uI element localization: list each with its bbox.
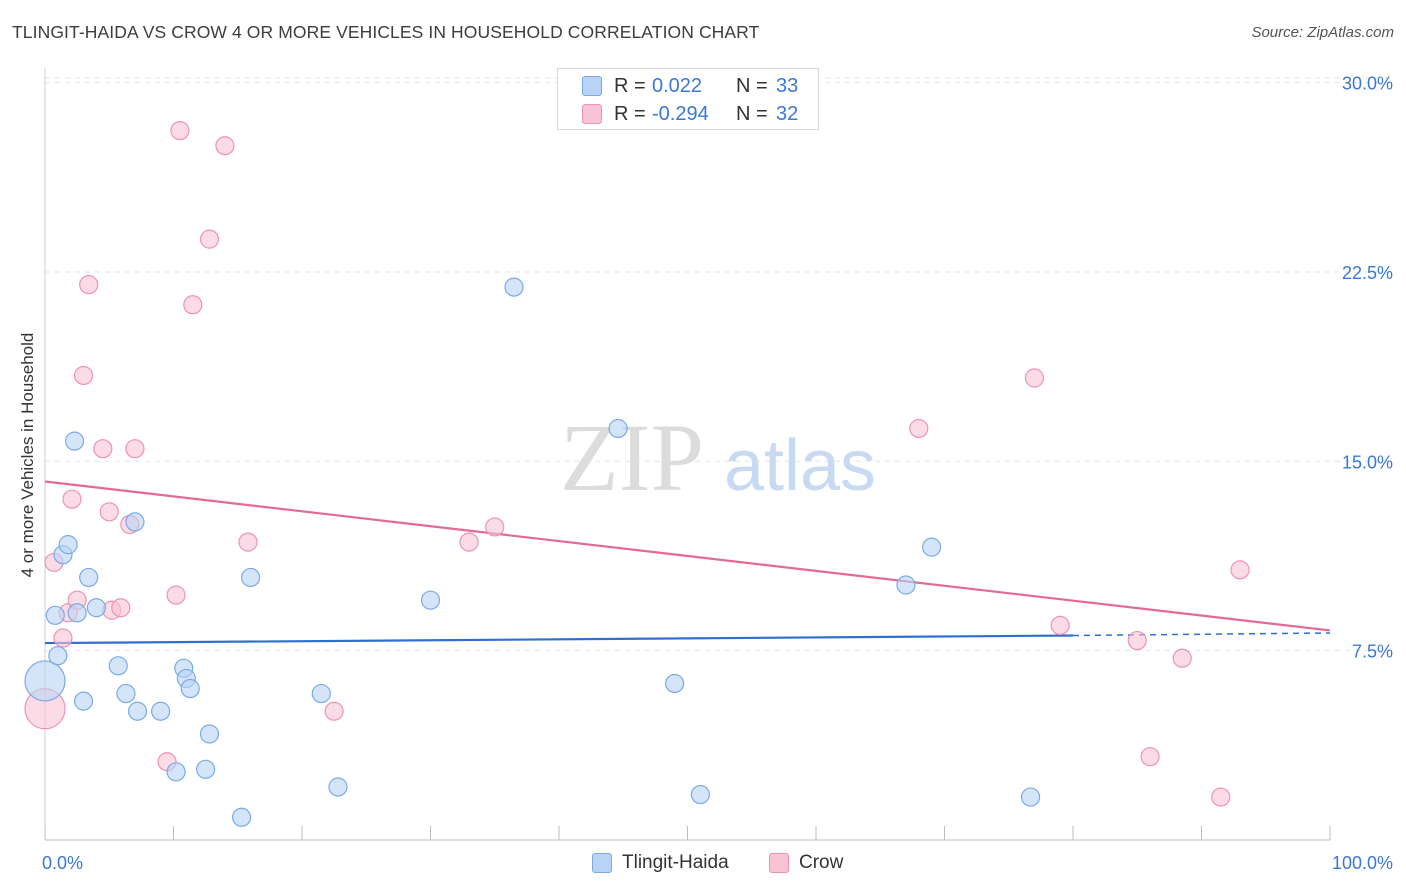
crow-point: [62, 489, 82, 509]
crow-point: [99, 502, 119, 522]
crow-point: [125, 439, 145, 459]
chart-title: TLINGIT-HAIDA VS CROW 4 OR MORE VEHICLES…: [12, 22, 760, 42]
crow-point: [166, 585, 186, 605]
tlingit-point: [241, 567, 261, 588]
watermark-atlas: atlas: [724, 426, 876, 506]
crow-point: [93, 439, 113, 459]
crow-point: [1211, 787, 1231, 807]
legend-row-crow: R = -0.294 N = 32: [582, 102, 798, 126]
tlingit-trend-extension: [1072, 632, 1331, 637]
tlingit-point: [151, 701, 171, 721]
tlingit-point: [328, 777, 348, 797]
legend-label-tlingit: Tlingit-Haida: [622, 852, 729, 873]
tlingit-point: [45, 605, 65, 625]
tlingit-point: [48, 646, 68, 666]
y-tick-label: 22.5%: [1342, 263, 1393, 283]
y-tick-label: 30.0%: [1342, 74, 1393, 94]
tlingit-point: [67, 603, 87, 623]
tlingit-point: [504, 277, 524, 297]
tlingit-point: [690, 784, 710, 805]
tlingit-point: [79, 567, 99, 588]
x-tick-label-min: 0.0%: [42, 853, 83, 873]
tlingit-point: [108, 656, 128, 676]
watermark-zip: ZIP: [560, 404, 704, 511]
crow-point: [170, 120, 190, 141]
tlingit-legend-swatch: [592, 853, 612, 873]
crow-point: [324, 701, 344, 721]
crow-point: [73, 365, 94, 386]
tlingit-point: [608, 418, 628, 439]
crow-point: [485, 517, 505, 537]
legend-n-value: 32: [776, 102, 799, 125]
crow-point: [238, 532, 258, 552]
grid-layer: [45, 77, 1395, 652]
tlingit-point: [58, 535, 78, 555]
tlingit-point: [127, 701, 148, 721]
crow-point: [1050, 615, 1070, 636]
crow-point: [1024, 368, 1045, 388]
tlingit-point: [420, 590, 441, 610]
crow-legend-swatch: [769, 853, 789, 873]
tlingit-point: [196, 759, 216, 779]
legend-n-label: N =: [736, 102, 768, 125]
source-label: Source: ZipAtlas.com: [1251, 24, 1394, 41]
tlingit-point: [180, 678, 200, 699]
legend-label-crow: Crow: [799, 852, 844, 873]
tlingit-point: [116, 683, 136, 704]
legend-r-label: R =: [614, 74, 646, 97]
tlingit-point: [1020, 787, 1041, 807]
tlingit-point: [73, 691, 94, 711]
crow-trend-line: [44, 480, 1331, 632]
tlingit-point: [311, 683, 331, 704]
crow-point: [199, 229, 220, 249]
crow-point: [79, 274, 99, 295]
crow-point: [459, 532, 479, 552]
tlingit-point: [232, 807, 252, 827]
y-axis-label: 4 or more Vehicles in Household: [18, 332, 37, 578]
tlingit-point: [199, 724, 220, 744]
crow-point: [183, 295, 203, 315]
crow-point: [1127, 630, 1147, 651]
tlingit-point: [86, 598, 107, 618]
legend-row-tlingit: R = 0.022 N = 33: [582, 74, 798, 98]
series-legend: Tlingit-Haida Crow: [0, 852, 1406, 878]
tlingit-point: [665, 673, 685, 694]
tlingit-trend-line: [44, 634, 1074, 645]
tlingit-point: [166, 762, 186, 782]
crow-point: [1230, 560, 1250, 580]
crow-point: [1172, 648, 1192, 668]
legend-r-label: R =: [614, 102, 646, 125]
tlingit-point: [896, 575, 916, 595]
legend-item-crow[interactable]: Crow: [769, 852, 843, 874]
crow-point: [111, 598, 131, 618]
tlingit-point: [125, 512, 145, 532]
legend-r-value: 0.022: [652, 74, 703, 97]
legend-item-tlingit[interactable]: Tlingit-Haida: [592, 852, 729, 874]
crow-point: [1140, 747, 1160, 767]
tlingit-point: [24, 660, 66, 702]
trend-layer: [44, 480, 1331, 645]
point-layer: [24, 120, 1250, 827]
tlingit-point: [922, 537, 942, 557]
correlation-legend: R = 0.022 N = 33 R = -0.294 N = 32: [557, 68, 819, 130]
legend-r-value: -0.294: [652, 102, 709, 125]
x-tick-label-max: 100.0%: [1332, 853, 1393, 873]
tlingit-point: [64, 431, 85, 451]
legend-n-label: N =: [736, 74, 768, 97]
crow-point: [909, 418, 929, 439]
label-layer: 7.5% 15.0% 22.5% 30.0% 0.0% 100.0%: [42, 74, 1393, 873]
crow-point: [215, 136, 235, 156]
y-tick-label: 15.0%: [1342, 452, 1393, 472]
tlingit-swatch: [582, 76, 602, 96]
crow-swatch: [582, 104, 602, 124]
y-tick-label: 7.5%: [1352, 642, 1393, 662]
crow-point: [53, 628, 73, 648]
legend-n-value: 33: [776, 74, 799, 97]
